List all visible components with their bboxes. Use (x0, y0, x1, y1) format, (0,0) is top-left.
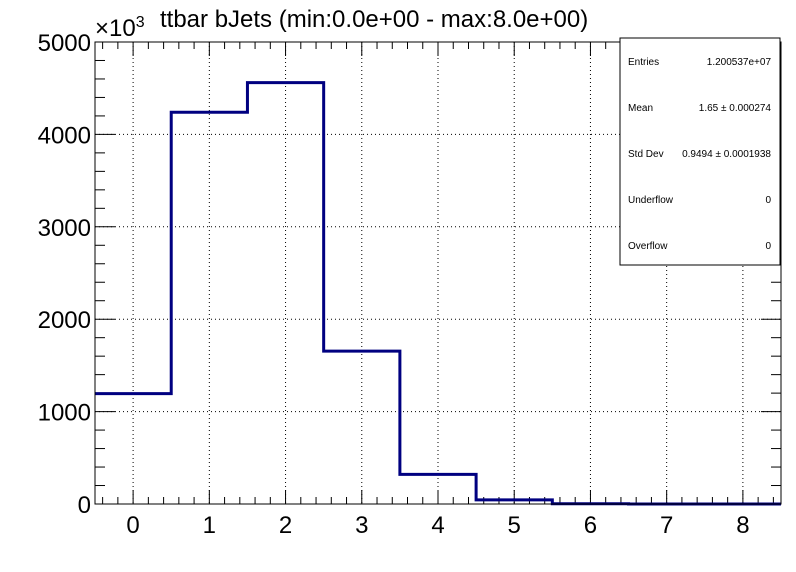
stats-value: 1.65 ± 0.000274 (699, 103, 772, 114)
stats-box: Entries 1.200537e+07 Mean 1.65 ± 0.000274 St… (619, 37, 781, 266)
stats-label: Overflow (628, 241, 668, 252)
y-multiplier-exponent: 3 (136, 14, 145, 31)
y-tick-label: 1000 (38, 400, 91, 427)
x-tick-label: 1 (203, 512, 216, 539)
y-tick-label: 3000 (38, 215, 91, 242)
y-tick-label: 2000 (38, 307, 91, 334)
x-tick-label: 8 (736, 512, 749, 539)
stats-label: Entries (628, 57, 659, 68)
x-tick-label: 4 (431, 512, 444, 539)
x-tick-label: 3 (355, 512, 368, 539)
x-tick-label: 2 (279, 512, 292, 539)
y-tick-label: 0 (78, 492, 91, 519)
plot-frame (94, 41, 782, 505)
y-tick-label: 4000 (38, 122, 91, 149)
stats-label: Std Dev (628, 149, 664, 160)
stats-value: 0 (765, 195, 771, 206)
stats-label: Underflow (628, 195, 674, 206)
x-tick-label: 7 (660, 512, 673, 539)
stats-value: 0.9494 ± 0.0001938 (682, 149, 771, 160)
tick-labels: 0 1 2 3 4 5 6 7 8 0 1000 2000 3000 4000 5000 (38, 30, 750, 539)
x-tick-label: 5 (508, 512, 521, 539)
stats-value: 1.200537e+07 (707, 57, 772, 68)
stats-value: 0 (765, 241, 771, 252)
y-multiplier-base: ×10 (95, 15, 136, 42)
stats-box-frame (619, 37, 781, 266)
x-tick-label: 6 (584, 512, 597, 539)
y-multiplier: ×103 (95, 14, 145, 42)
y-tick-label: 5000 (38, 30, 91, 57)
stats-rows: Entries 1.200537e+07 Mean 1.65 ± 0.000274 St… (628, 57, 771, 252)
stats-label: Mean (628, 103, 653, 114)
chart-title: ttbar bJets (min:0.0e+00 - max:8.0e+00) (160, 6, 588, 33)
x-tick-label: 0 (126, 512, 139, 539)
